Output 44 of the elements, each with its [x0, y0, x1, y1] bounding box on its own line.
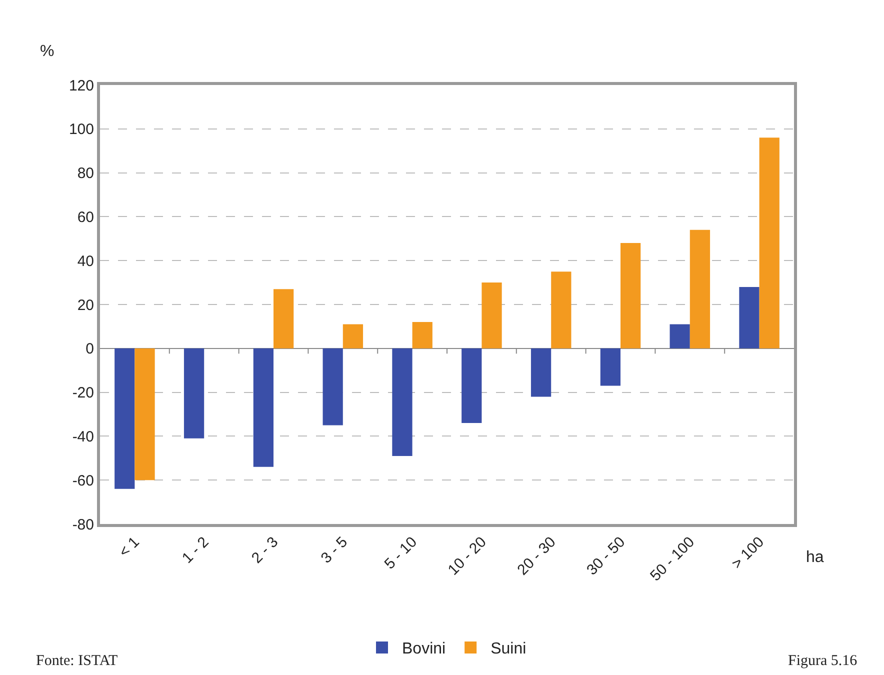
y-tick-label: 40	[77, 252, 94, 270]
y-tick-label: -80	[72, 516, 94, 534]
y-tick-label: -60	[72, 472, 94, 490]
text: Figura 5.16	[788, 653, 858, 669]
bar	[759, 138, 780, 348]
bar	[274, 289, 294, 348]
x-tick-label: 1 - 2	[178, 534, 212, 567]
x-tick-label: > 100	[728, 534, 768, 572]
y-tick-label: 120	[68, 77, 94, 94]
x-tick-label: 20 - 30	[514, 534, 560, 579]
bar	[134, 348, 155, 480]
bar	[322, 348, 343, 426]
y-tick-label: -20	[72, 384, 94, 402]
bar	[392, 348, 412, 456]
bar	[670, 324, 690, 348]
x-tick-label: 2 - 3	[248, 534, 282, 567]
bar	[342, 324, 364, 348]
bar	[482, 282, 502, 348]
bar	[462, 348, 482, 424]
y-axis-title: %	[40, 43, 54, 60]
x-axis-title: ha	[806, 549, 824, 566]
bar	[114, 348, 135, 489]
bar	[620, 243, 641, 348]
x-tick-label: 3 - 5	[318, 534, 352, 567]
bar	[739, 286, 760, 348]
bar	[253, 348, 274, 467]
y-tick-label: -40	[72, 428, 94, 446]
x-tick-label: 50 - 100	[647, 534, 698, 585]
bar	[690, 230, 710, 348]
bar	[551, 272, 572, 348]
x-tick-label: 10 - 20	[444, 534, 490, 579]
y-tick-label: 0	[86, 340, 94, 358]
bar	[530, 348, 552, 397]
y-tick-label: 100	[68, 121, 94, 138]
y-tick-label: 80	[77, 165, 94, 182]
bar	[184, 348, 204, 438]
y-tick-label: 60	[77, 208, 94, 226]
x-tick-label: < 1	[116, 534, 143, 561]
x-tick-label: 5 - 10	[381, 534, 420, 573]
bar	[600, 348, 620, 386]
bar	[412, 322, 432, 348]
source-note: Fonte: ISTAT	[36, 653, 118, 669]
x-tick-label: 30 - 50	[584, 534, 629, 579]
y-tick-label: 20	[77, 296, 94, 314]
